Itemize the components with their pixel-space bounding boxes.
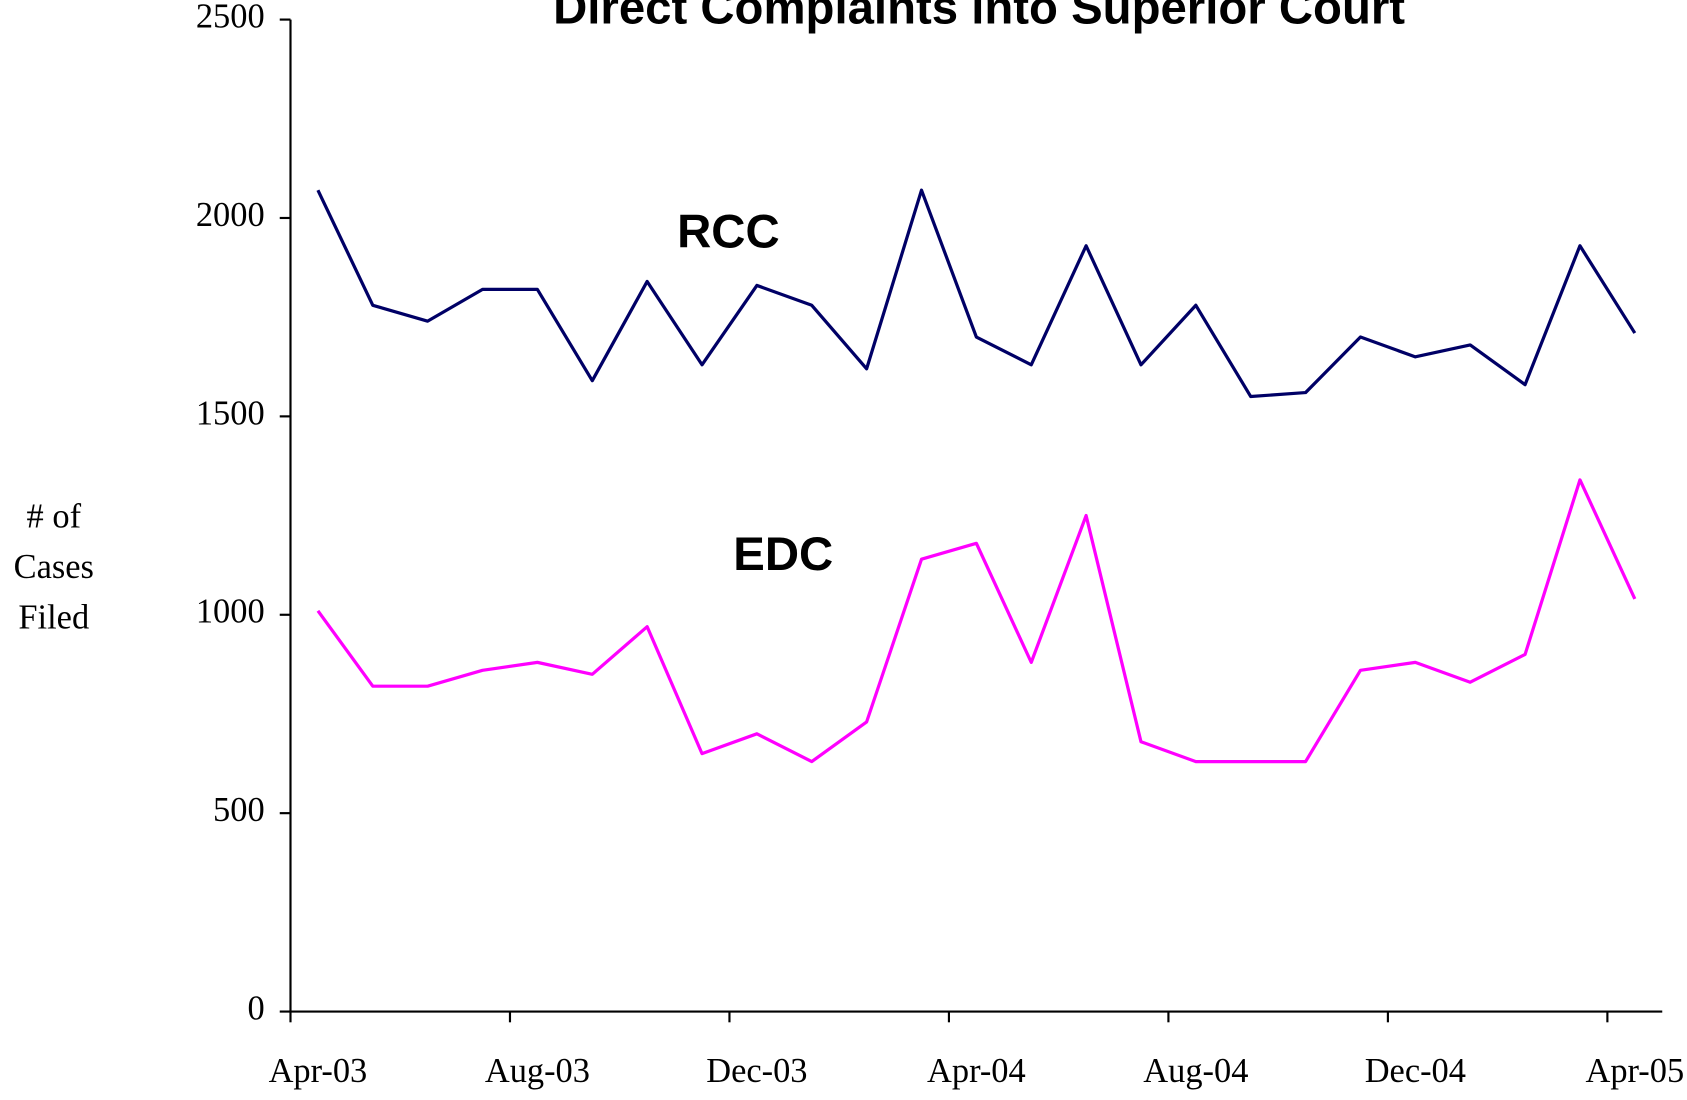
x-tick-label: Dec-04 bbox=[1365, 1052, 1466, 1090]
x-tick-label: Aug-03 bbox=[485, 1052, 590, 1090]
series-line bbox=[316, 478, 1637, 764]
x-tick-label: Apr-04 bbox=[927, 1052, 1026, 1090]
y-axis-label-box: # of Cases Filed bbox=[13, 496, 94, 637]
series-label: RCC bbox=[677, 205, 780, 258]
series-label: EDC bbox=[733, 528, 833, 581]
y-tick-label: 2000 bbox=[196, 196, 265, 234]
x-tick-label: Dec-03 bbox=[706, 1052, 807, 1090]
x-tick-label: Apr-05 bbox=[1585, 1052, 1684, 1090]
y-tick-label: 0 bbox=[247, 989, 264, 1027]
y-tick-label: 1000 bbox=[196, 593, 265, 631]
x-tick-label: Aug-04 bbox=[1143, 1052, 1248, 1090]
y-tick-label: 1500 bbox=[196, 394, 265, 432]
chart-title: Direct Complaints into Superior Court bbox=[553, 0, 1405, 34]
y-axis-label: # of Cases Filed bbox=[13, 496, 94, 637]
series-line bbox=[316, 188, 1637, 399]
x-tick-label: Apr-03 bbox=[269, 1052, 368, 1090]
y-tick-label: 2500 bbox=[196, 0, 265, 35]
y-tick-label: 500 bbox=[213, 791, 265, 829]
